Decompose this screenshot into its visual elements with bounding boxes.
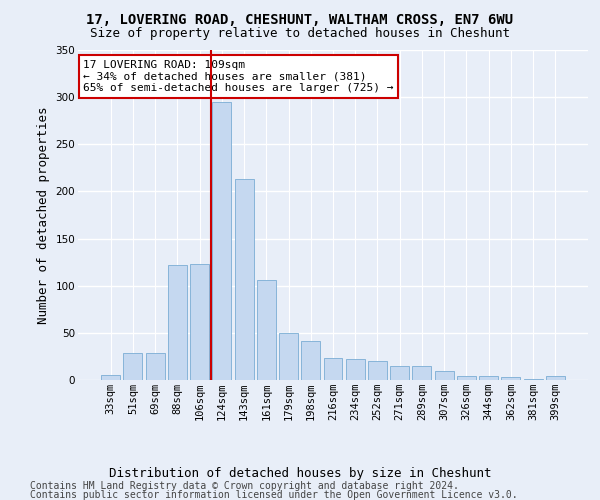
Bar (168, 265, 187, 380)
Bar (323, 358, 343, 380)
Bar (479, 376, 498, 380)
Text: 17 LOVERING ROAD: 109sqm
← 34% of detached houses are smaller (381)
65% of semi-: 17 LOVERING ROAD: 109sqm ← 34% of detach… (83, 60, 394, 93)
Bar (124, 352, 142, 380)
Bar (502, 377, 520, 380)
Bar (546, 376, 565, 380)
Y-axis label: Number of detached properties: Number of detached properties (37, 106, 50, 324)
Text: Contains public sector information licensed under the Open Government Licence v3: Contains public sector information licen… (30, 490, 518, 500)
Bar (101, 376, 120, 380)
Bar (257, 280, 276, 380)
Bar (435, 370, 454, 380)
Text: Contains HM Land Registry data © Crown copyright and database right 2024.: Contains HM Land Registry data © Crown c… (30, 481, 459, 491)
Bar (146, 352, 164, 380)
Bar (368, 361, 387, 380)
Bar (190, 264, 209, 380)
Bar (346, 360, 365, 380)
Bar (301, 342, 320, 380)
Bar (235, 179, 254, 380)
Bar (279, 333, 298, 380)
Text: Size of property relative to detached houses in Cheshunt: Size of property relative to detached ho… (90, 28, 510, 40)
Text: Distribution of detached houses by size in Cheshunt: Distribution of detached houses by size … (109, 468, 491, 480)
Bar (412, 366, 431, 380)
Bar (212, 102, 231, 380)
Bar (524, 379, 542, 380)
Bar (457, 376, 476, 380)
Bar (390, 366, 409, 380)
Text: 17, LOVERING ROAD, CHESHUNT, WALTHAM CROSS, EN7 6WU: 17, LOVERING ROAD, CHESHUNT, WALTHAM CRO… (86, 12, 514, 26)
